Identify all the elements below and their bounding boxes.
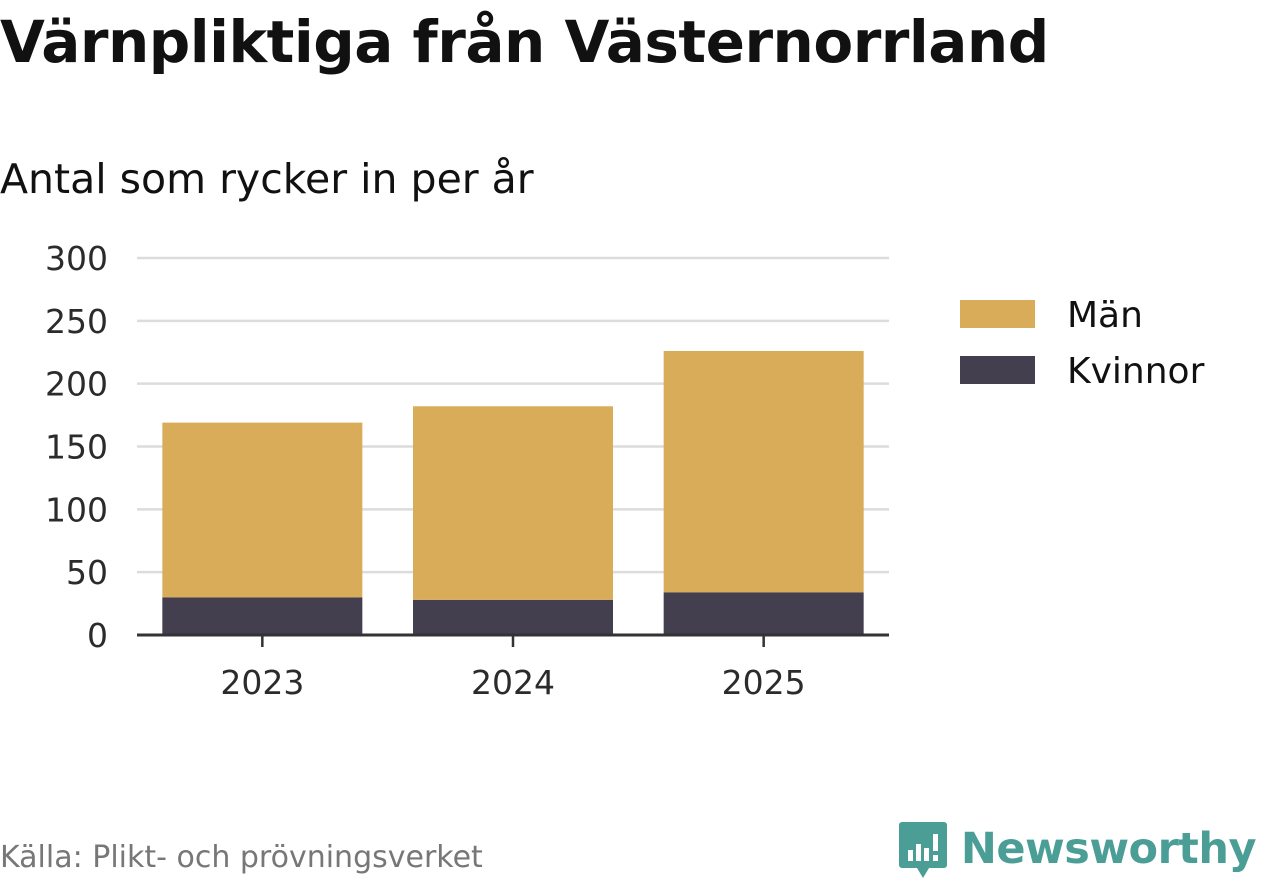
bar-chart-speech-bubble-icon — [898, 822, 947, 878]
x-tick-label: 2023 — [220, 663, 304, 702]
bar-män — [663, 350, 864, 593]
chart-subtitle: Antal som rycker in per år — [0, 155, 534, 203]
y-tick-label: 0 — [87, 616, 108, 655]
y-tick-label: 300 — [45, 239, 108, 278]
legend-swatch-kvinnor — [960, 356, 1035, 384]
y-tick-label: 200 — [45, 365, 108, 404]
x-tick-label: 2025 — [722, 663, 806, 702]
y-tick-label: 250 — [45, 302, 108, 341]
y-tick-label: 100 — [45, 490, 108, 529]
bar-kvinnor — [162, 597, 363, 635]
chart-title: Värnpliktiga från Västernorrland — [0, 8, 1049, 76]
legend-label-män: Män — [1067, 295, 1143, 336]
bar-män — [413, 406, 613, 600]
y-tick-label: 150 — [45, 428, 108, 467]
y-tick-label: 50 — [66, 553, 108, 592]
source-note: Källa: Plikt- och prövningsverket — [0, 840, 483, 875]
newsworthy-logo: Newsworthy — [898, 818, 1257, 880]
x-tick-label: 2024 — [471, 663, 555, 702]
bar-män — [162, 422, 363, 598]
legend-swatch-män — [960, 300, 1035, 328]
bar-kvinnor — [663, 592, 864, 635]
bar-kvinnor — [413, 599, 613, 635]
legend-label-kvinnor: Kvinnor — [1067, 351, 1205, 392]
brand-name: Newsworthy — [960, 824, 1257, 874]
